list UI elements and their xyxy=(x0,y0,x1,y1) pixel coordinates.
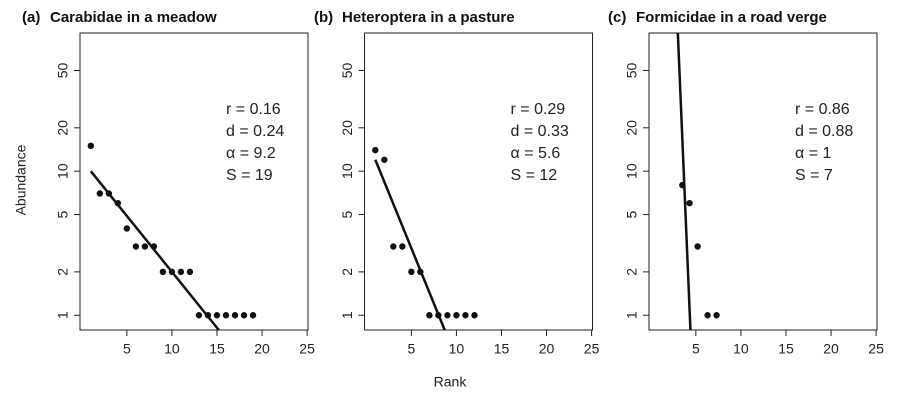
y-tick-label: 5 xyxy=(55,210,71,218)
point xyxy=(694,243,701,250)
y-tick-label: 2 xyxy=(624,268,640,276)
y-tick-label: 1 xyxy=(339,311,355,319)
panel-label: (a) xyxy=(22,9,40,26)
panel-label: (b) xyxy=(314,9,333,26)
x-tick-label: 15 xyxy=(778,341,794,357)
stat-label: S = 19 xyxy=(226,167,273,184)
x-tick-label: 10 xyxy=(449,341,465,357)
y-tick-label: 10 xyxy=(624,163,640,179)
stat-label: α = 5.6 xyxy=(511,145,561,162)
point xyxy=(372,146,379,154)
point xyxy=(417,268,424,276)
y-tick-label: 50 xyxy=(624,62,640,78)
panel-title: Heteroptera in a pasture xyxy=(342,9,515,26)
x-tick-label: 20 xyxy=(539,341,555,357)
y-axis-label: Abundance xyxy=(13,144,29,215)
stat-label: α = 1 xyxy=(795,145,831,162)
stat-label: r = 0.29 xyxy=(511,101,566,118)
x-tick-label: 5 xyxy=(692,341,700,357)
point xyxy=(213,312,221,319)
x-axis-label: Rank xyxy=(434,374,468,390)
y-tick-label: 5 xyxy=(339,210,355,218)
y-tick-label: 5 xyxy=(624,210,640,218)
point xyxy=(114,199,122,207)
point xyxy=(679,181,686,189)
y-tick-label: 2 xyxy=(339,268,355,276)
plot-box xyxy=(79,32,309,331)
stat-label: S = 12 xyxy=(511,167,558,184)
y-tick-label: 20 xyxy=(55,120,71,136)
point xyxy=(96,190,104,197)
fit-line xyxy=(374,159,446,331)
fit-line xyxy=(89,170,220,331)
point xyxy=(453,312,460,319)
point xyxy=(222,312,230,319)
y-tick-label: 1 xyxy=(55,311,71,319)
plot-box xyxy=(648,32,878,331)
stat-label: S = 7 xyxy=(795,167,833,184)
x-tick-label: 25 xyxy=(868,341,884,357)
x-tick-label: 5 xyxy=(407,341,415,357)
point xyxy=(168,268,176,276)
panel-title: Carabidae in a meadow xyxy=(50,9,217,26)
stat-label: d = 0.33 xyxy=(511,123,569,140)
point xyxy=(159,268,167,276)
point xyxy=(390,243,397,250)
fit-line xyxy=(676,32,692,331)
panel-label: (c) xyxy=(608,9,626,26)
x-tick-label: 20 xyxy=(254,341,270,357)
y-tick-label: 50 xyxy=(55,62,71,78)
point xyxy=(444,312,451,319)
point xyxy=(704,312,711,319)
point xyxy=(399,243,406,250)
x-tick-label: 15 xyxy=(494,341,510,357)
y-tick-label: 2 xyxy=(55,268,71,276)
stat-label: α = 9.2 xyxy=(226,145,276,162)
point xyxy=(204,312,212,319)
stat-label: r = 0.16 xyxy=(226,101,281,118)
x-tick-label: 10 xyxy=(733,341,749,357)
point xyxy=(381,156,388,163)
point xyxy=(686,199,693,207)
point xyxy=(249,312,257,319)
point xyxy=(150,243,158,250)
panel-title: Formicidae in a road verge xyxy=(636,9,827,26)
y-tick-label: 50 xyxy=(339,62,355,78)
point xyxy=(177,268,185,276)
y-tick-label: 20 xyxy=(339,120,355,136)
x-tick-label: 5 xyxy=(123,341,131,357)
point xyxy=(195,312,203,319)
point xyxy=(141,243,149,250)
point xyxy=(123,225,131,232)
point xyxy=(462,312,469,319)
point xyxy=(435,312,442,319)
stat-label: d = 0.24 xyxy=(226,123,284,140)
y-tick-label: 20 xyxy=(624,120,640,136)
stat-label: d = 0.88 xyxy=(795,123,853,140)
x-tick-label: 15 xyxy=(209,341,225,357)
x-tick-label: 20 xyxy=(823,341,839,357)
point xyxy=(231,312,239,319)
stat-label: r = 0.86 xyxy=(795,101,850,118)
point xyxy=(132,243,140,250)
point xyxy=(471,312,478,319)
point xyxy=(105,190,113,197)
point xyxy=(186,268,194,276)
y-tick-label: 1 xyxy=(624,311,640,319)
x-tick-label: 10 xyxy=(164,341,180,357)
y-tick-label: 10 xyxy=(55,163,71,179)
y-tick-label: 10 xyxy=(339,163,355,179)
point xyxy=(87,142,95,150)
x-tick-label: 25 xyxy=(299,341,315,357)
point xyxy=(713,312,720,319)
point xyxy=(408,268,415,276)
x-tick-label: 25 xyxy=(584,341,600,357)
point xyxy=(240,312,248,319)
plot-box xyxy=(364,32,593,331)
point xyxy=(426,312,433,319)
